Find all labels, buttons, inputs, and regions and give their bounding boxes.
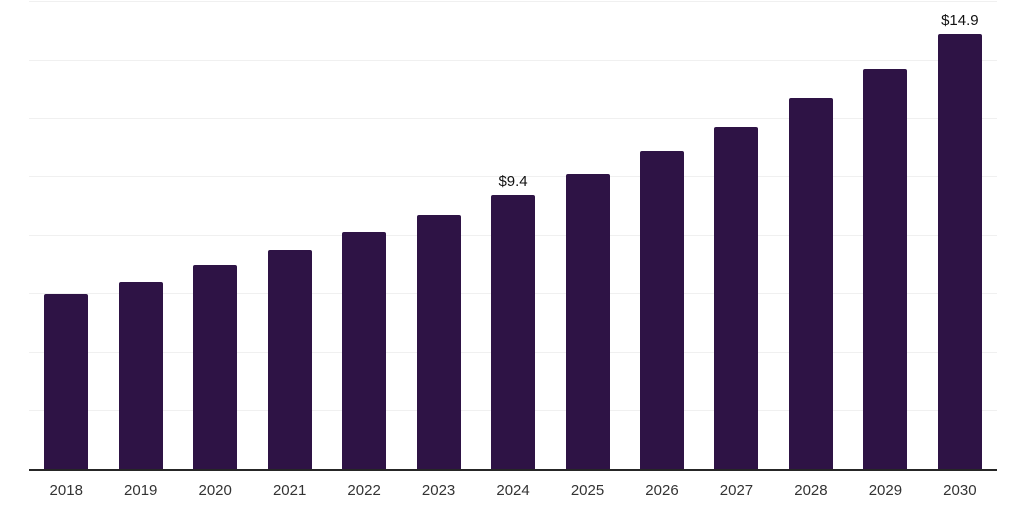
- value-label-2030: $14.9: [941, 11, 979, 29]
- bar-2027: [714, 127, 759, 469]
- x-tick-label-2020: 2020: [198, 482, 232, 499]
- bar-2019: [118, 282, 163, 469]
- band-2019: [103, 0, 177, 469]
- x-tick-label-2028: 2028: [794, 482, 828, 499]
- gridline-10: [29, 176, 997, 178]
- x-tick-label-2023: 2023: [421, 482, 456, 499]
- band-2028: [774, 0, 848, 469]
- band-2018: [29, 0, 103, 469]
- x-tick-label-2024: 2024: [496, 482, 530, 499]
- bar-2018: [44, 293, 89, 469]
- band-2026: [625, 0, 699, 469]
- bar-2028: [788, 98, 833, 469]
- band-2029: [848, 0, 922, 469]
- x-tick-label-2021: 2021: [272, 482, 307, 499]
- bar-2023: [416, 214, 461, 469]
- bar-2022: [342, 232, 387, 469]
- bar-series: $9.4 $14.9: [29, 0, 997, 469]
- plot-area: $9.4 $14.9: [29, 0, 997, 471]
- gridline-14: [29, 59, 997, 61]
- x-tick-label-2018: 2018: [49, 482, 83, 499]
- band-2024: $9.4: [476, 0, 550, 469]
- bar-2021: [267, 249, 312, 469]
- x-tick-label-2025: 2025: [570, 482, 605, 499]
- x-tick-label-2022: 2022: [347, 482, 381, 499]
- bar-2026: [639, 150, 684, 469]
- x-tick-label-2026: 2026: [645, 482, 679, 499]
- band-2022: [327, 0, 401, 469]
- bar-2024: [491, 194, 536, 469]
- bar-2020: [193, 264, 238, 469]
- gridline-16: [29, 1, 997, 3]
- band-2020: [178, 0, 252, 469]
- band-2023: [401, 0, 475, 469]
- x-tick-label-2030: 2030: [943, 482, 977, 499]
- bar-2030: [937, 33, 982, 469]
- gridline-12: [29, 118, 997, 120]
- x-axis-tick-labels: 2018 2019 2020 2021 2022 2023 2024 2025 2026 2027…: [29, 471, 997, 512]
- band-2027: [699, 0, 773, 469]
- bar-2029: [863, 68, 908, 469]
- bar-2025: [565, 174, 610, 469]
- x-tick-label-2029: 2029: [868, 482, 903, 499]
- x-tick-label-2027: 2027: [719, 482, 754, 499]
- band-2030: $14.9: [923, 0, 997, 469]
- x-tick-label-2019: 2019: [124, 482, 158, 499]
- market-forecast-bar-chart: $9.4 $14.9 2018 2019 2020 2021 2022 2023 2024 20…: [29, 0, 997, 512]
- value-label-2024: $9.4: [498, 172, 528, 190]
- band-2021: [252, 0, 326, 469]
- band-2025: [550, 0, 624, 469]
